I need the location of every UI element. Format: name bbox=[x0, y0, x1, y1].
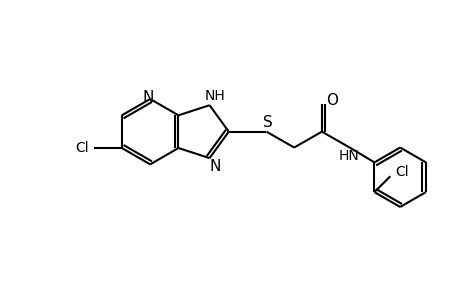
Text: N: N bbox=[142, 91, 154, 106]
Text: N: N bbox=[209, 158, 221, 173]
Text: HN: HN bbox=[337, 149, 358, 164]
Text: Cl: Cl bbox=[75, 141, 89, 155]
Text: S: S bbox=[262, 115, 272, 130]
Text: NH: NH bbox=[204, 89, 224, 103]
Text: Cl: Cl bbox=[394, 165, 408, 179]
Text: O: O bbox=[325, 94, 337, 109]
